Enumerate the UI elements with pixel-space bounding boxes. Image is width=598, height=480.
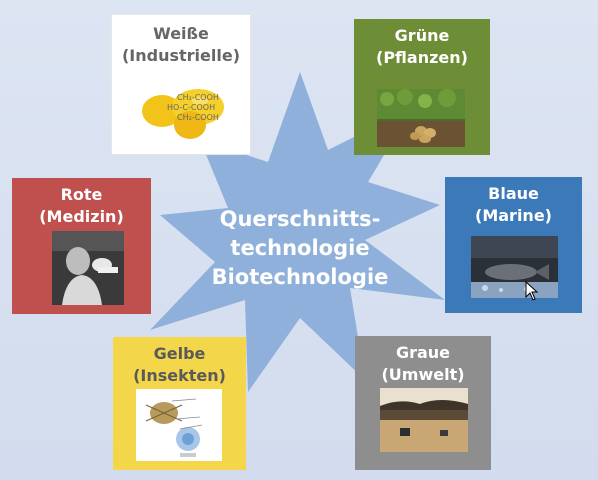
box-white-subtitle: (Industrielle)	[121, 46, 241, 65]
box-gray-subtitle: (Umwelt)	[381, 365, 465, 384]
landfill-image	[380, 388, 468, 452]
box-yellow-insects: Gelbe (Insekten)	[113, 337, 246, 470]
fish-underwater-image	[471, 236, 558, 298]
box-white-industrial: Weiße (Industrielle) CH₂-COOH HO-C-COOH …	[111, 14, 251, 155]
box-red-medicine: Rote (Medizin)	[12, 178, 151, 314]
mouse-cursor-icon	[525, 281, 539, 301]
lemon-image	[142, 89, 224, 139]
center-title: Querschnitts- technologie Biotechnologie	[180, 205, 420, 292]
formula-line2: HO-C-COOH	[167, 103, 216, 112]
insect-diagram-image	[136, 389, 222, 461]
box-green-subtitle: (Pflanzen)	[376, 48, 468, 67]
box-blue-marine: Blaue (Marine)	[445, 177, 582, 313]
box-green-title: Grüne	[394, 26, 450, 45]
formula-line3: CH₂-COOH	[177, 113, 219, 122]
box-gray-title: Graue	[395, 343, 451, 362]
box-blue-title: Blaue	[488, 184, 539, 203]
scientist-photo-image	[52, 231, 124, 305]
box-blue-subtitle: (Marine)	[475, 206, 552, 225]
box-red-subtitle: (Medizin)	[39, 207, 124, 226]
box-green-plants: Grüne (Pflanzen)	[354, 19, 490, 155]
formula-line1: CH₂-COOH	[177, 93, 219, 102]
center-title-line3: Biotechnologie	[211, 265, 389, 289]
box-yellow-title: Gelbe	[153, 344, 206, 363]
center-title-line1: Querschnitts-	[219, 207, 381, 231]
box-red-title: Rote	[60, 185, 103, 204]
lemon-formula: CH₂-COOH HO-C-COOH CH₂-COOH	[167, 93, 219, 123]
box-gray-environment: Graue (Umwelt)	[355, 336, 491, 470]
center-title-line2: technologie	[230, 236, 370, 260]
potato-plants-image	[377, 89, 465, 147]
box-white-title: Weiße	[153, 24, 209, 43]
box-yellow-subtitle: (Insekten)	[133, 366, 226, 385]
